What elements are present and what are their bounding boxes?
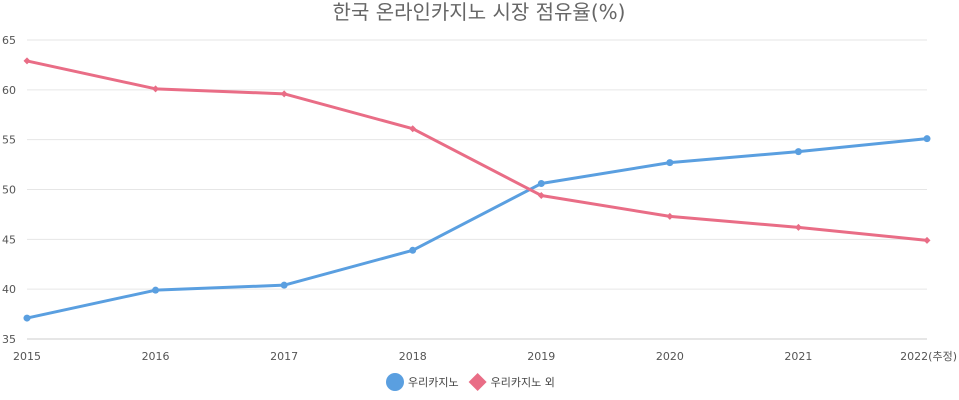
legend-circle-icon bbox=[386, 373, 404, 391]
series-line bbox=[25, 137, 929, 320]
y-tick-label: 65 bbox=[2, 34, 16, 47]
legend-label: 우리카지노 외 bbox=[491, 376, 555, 389]
data-point[interactable] bbox=[280, 281, 288, 289]
data-point[interactable] bbox=[23, 57, 31, 65]
y-axis-ticks: 35 40 45 50 55 60 65 bbox=[2, 34, 16, 346]
y-tick-label: 60 bbox=[2, 84, 16, 97]
x-tick-label: 2016 bbox=[142, 350, 170, 363]
data-point[interactable] bbox=[409, 125, 417, 133]
data-point[interactable] bbox=[409, 246, 417, 254]
x-tick-label: 2017 bbox=[270, 350, 298, 363]
x-tick-label: 2019 bbox=[527, 350, 555, 363]
grid-lines bbox=[27, 39, 927, 340]
data-point[interactable] bbox=[923, 135, 931, 143]
data-point[interactable] bbox=[666, 159, 674, 167]
y-tick-label: 40 bbox=[2, 283, 16, 296]
y-tick-label: 35 bbox=[2, 333, 16, 346]
x-tick-label: 2021 bbox=[784, 350, 812, 363]
y-tick-label: 50 bbox=[2, 184, 16, 197]
legend-label: 우리카지노 bbox=[408, 376, 459, 389]
series-1 bbox=[23, 135, 931, 322]
chart-title: 한국 온라인카지노 시장 점유율(%) bbox=[333, 0, 626, 24]
data-point[interactable] bbox=[923, 236, 931, 244]
data-point[interactable] bbox=[794, 223, 802, 231]
data-point[interactable] bbox=[794, 148, 802, 156]
data-point[interactable] bbox=[152, 85, 160, 93]
data-point[interactable] bbox=[152, 286, 160, 294]
x-tick-label: 2015 bbox=[13, 350, 41, 363]
x-tick-label: 2018 bbox=[399, 350, 427, 363]
data-point[interactable] bbox=[280, 90, 288, 98]
legend-diamond-icon bbox=[468, 373, 487, 391]
x-tick-label: 2020 bbox=[656, 350, 684, 363]
y-tick-label: 45 bbox=[2, 233, 16, 246]
legend-item[interactable]: 우리카지노 외 bbox=[468, 373, 555, 391]
data-point[interactable] bbox=[537, 191, 545, 199]
legend[interactable]: 우리카지노 우리카지노 외 bbox=[386, 373, 555, 391]
x-tick-label: 2022(추정) bbox=[900, 350, 957, 363]
data-point[interactable] bbox=[537, 180, 545, 188]
series-line bbox=[25, 59, 929, 242]
y-tick-label: 55 bbox=[2, 134, 16, 147]
data-point[interactable] bbox=[23, 314, 31, 322]
data-point[interactable] bbox=[666, 212, 674, 220]
legend-item[interactable]: 우리카지노 bbox=[386, 373, 459, 391]
series-2 bbox=[23, 57, 931, 244]
series-group bbox=[23, 57, 931, 322]
x-axis-ticks: 2015 2016 2017 2018 2019 2020 2021 2022(추정) bbox=[13, 350, 957, 363]
